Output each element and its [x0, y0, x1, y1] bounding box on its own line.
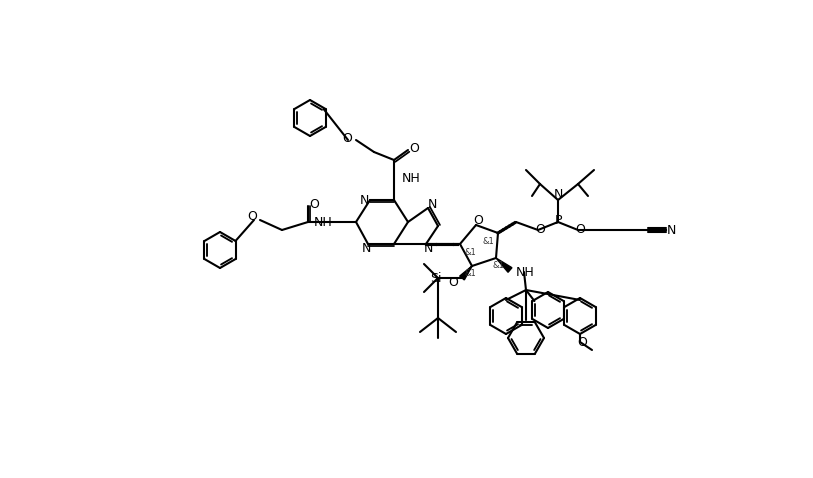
Text: Si: Si [430, 272, 441, 284]
Text: O: O [309, 197, 319, 210]
Text: N: N [359, 194, 368, 206]
Text: N: N [428, 198, 437, 211]
Text: &1: &1 [492, 261, 504, 271]
Text: O: O [577, 337, 587, 349]
Text: O: O [247, 210, 257, 224]
Text: P: P [554, 215, 562, 228]
Text: O: O [575, 222, 585, 236]
Text: N: N [667, 224, 676, 237]
Text: N: N [424, 241, 433, 254]
Text: &1: &1 [482, 237, 494, 246]
Text: O: O [342, 131, 352, 144]
Text: O: O [535, 222, 545, 236]
Text: &1: &1 [464, 248, 476, 257]
Text: NH: NH [516, 265, 535, 279]
Text: N: N [554, 188, 563, 202]
Polygon shape [496, 258, 512, 272]
Text: N: N [361, 241, 371, 254]
Text: NH: NH [313, 216, 332, 228]
Polygon shape [459, 266, 472, 280]
Text: &1: &1 [464, 270, 476, 279]
Text: NH: NH [402, 173, 421, 185]
Text: O: O [409, 141, 419, 154]
Text: O: O [473, 214, 483, 227]
Text: O: O [448, 275, 458, 289]
